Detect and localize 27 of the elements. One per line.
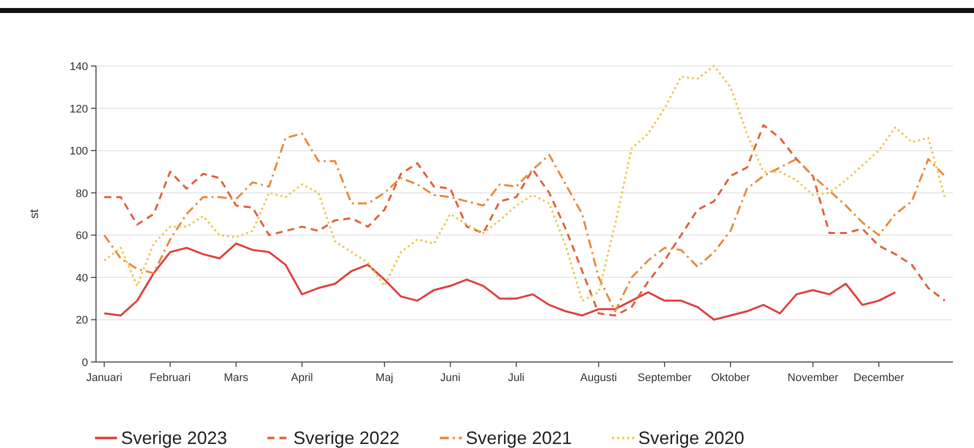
x-tick-label: September xyxy=(638,372,692,384)
y-tick-label: 0 xyxy=(82,357,88,369)
x-tick-label: Augusti xyxy=(580,372,618,384)
x-tick-label: December xyxy=(853,372,905,384)
y-tick-label: 60 xyxy=(76,230,88,242)
legend-label: Sverige 2020 xyxy=(638,428,744,448)
x-tick-label: Juni xyxy=(440,372,460,384)
line-series xyxy=(103,242,896,321)
x-tick-label: Januari xyxy=(86,372,122,384)
x-tick-label: Februari xyxy=(150,372,191,384)
y-tick-label: 80 xyxy=(76,188,88,200)
legend-label: Sverige 2021 xyxy=(466,428,572,448)
x-tick-label: Maj xyxy=(376,372,394,384)
y-tick-label: 20 xyxy=(76,314,88,327)
x-tick-label: April xyxy=(291,372,314,384)
x-tick-label: Juli xyxy=(508,372,525,384)
line-series xyxy=(103,65,946,302)
y-tick-label: 140 xyxy=(70,61,88,73)
y-tick-label: 100 xyxy=(70,146,88,158)
y-axis-title: st xyxy=(27,208,41,219)
y-tick-label: 40 xyxy=(76,272,88,284)
y-tick-label: 120 xyxy=(70,103,88,116)
x-tick-label: Mars xyxy=(224,372,249,384)
x-tick-label: November xyxy=(788,372,839,384)
x-tick-label: Oktober xyxy=(710,372,750,384)
legend-label: Sverige 2023 xyxy=(121,428,228,448)
legend-label: Sverige 2022 xyxy=(293,428,400,448)
